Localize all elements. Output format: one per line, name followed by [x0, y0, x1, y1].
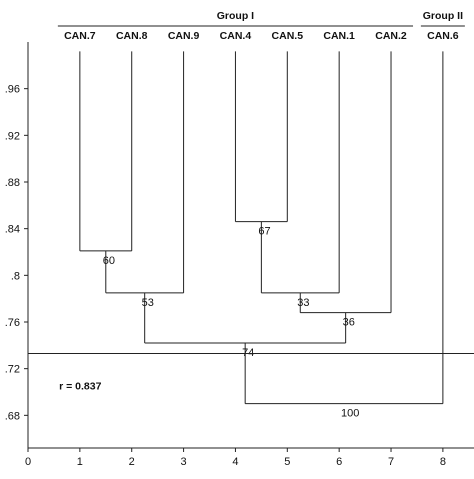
- leaf-label: CAN.4: [220, 30, 252, 42]
- group-label: Group II: [423, 10, 463, 22]
- y-tick-label: .92: [5, 130, 20, 142]
- leaf-label: CAN.7: [64, 30, 96, 42]
- x-tick-label: 5: [284, 456, 290, 468]
- y-tick-label: .88: [5, 177, 20, 189]
- x-tick-label: 6: [336, 456, 342, 468]
- bootstrap-support-label: 36: [343, 317, 355, 329]
- group-label: Group I: [217, 10, 254, 22]
- leaf-label: CAN.1: [323, 30, 355, 42]
- bootstrap-support-label: 60: [103, 255, 115, 267]
- branches: [79, 51, 444, 405]
- bootstrap-support-label: 67: [258, 226, 270, 238]
- axes: 0 1 2 3 4 5 6 7 8.96.92.88.84.8.76.72.68: [5, 42, 474, 468]
- y-tick-label: .8: [11, 270, 20, 282]
- x-tick-label: 2: [129, 456, 135, 468]
- cophenetic-correlation-label: r = 0.837: [59, 381, 101, 393]
- bootstrap-support-label: 100: [341, 408, 359, 420]
- bootstrap-support-label: 53: [142, 297, 154, 309]
- x-tick-label: 1: [77, 456, 83, 468]
- x-tick-label: 8: [440, 456, 446, 468]
- x-tick-label: 7: [388, 456, 394, 468]
- x-tick-label: 0: [25, 456, 31, 468]
- x-tick-label: 4: [232, 456, 238, 468]
- y-tick-label: .72: [5, 364, 20, 376]
- y-tick-label: .96: [5, 84, 20, 96]
- leaf-label: CAN.9: [168, 30, 200, 42]
- y-tick-label: .68: [5, 410, 20, 422]
- leaf-label: CAN.6: [427, 30, 459, 42]
- group-brackets: Group I Group II: [57, 10, 465, 27]
- leaf-labels: CAN.7 CAN.8 CAN.9 CAN.4 CAN.5 CAN.1 CAN.2 CAN.6: [64, 30, 459, 42]
- y-tick-label: .76: [5, 317, 20, 329]
- leaf-label: CAN.8: [116, 30, 148, 42]
- bootstrap-support-label: 33: [297, 297, 309, 309]
- y-tick-label: .84: [5, 224, 20, 236]
- x-tick-label: 3: [181, 456, 187, 468]
- leaf-label: CAN.5: [272, 30, 304, 42]
- leaf-label: CAN.2: [375, 30, 407, 42]
